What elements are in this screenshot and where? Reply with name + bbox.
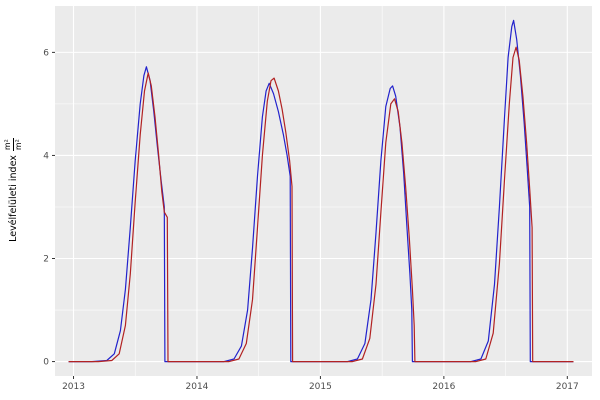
plot-panel [55, 6, 592, 376]
x-tick-label: 2014 [186, 382, 209, 392]
series-line-red-observed [68, 46, 574, 363]
x-tick-label: 2017 [556, 382, 579, 392]
y-tick-label: 0 [43, 358, 49, 368]
x-tick-label: 2015 [309, 382, 332, 392]
y-tick-label: 6 [43, 48, 49, 58]
y-tick-label: 4 [43, 151, 49, 161]
x-tick-label: 2016 [432, 382, 455, 392]
x-tick-label: 2013 [62, 382, 85, 392]
y-tick-label: 2 [43, 255, 49, 265]
